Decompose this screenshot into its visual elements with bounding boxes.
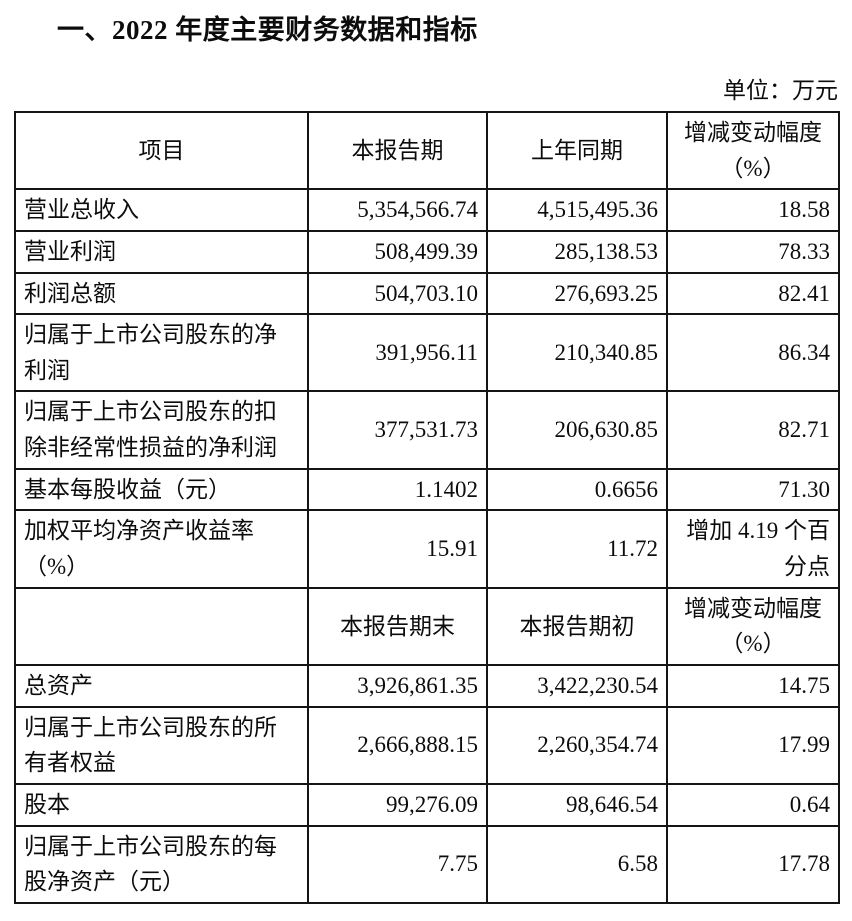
header-period-begin: 本报告期初 [486, 586, 668, 666]
footnote-line1: 注：截至2022年12月31日，公司股本总数为3,441,322,995股，上表… [14, 916, 838, 921]
table-row-operating-profit: 营业利润 508,499.39 285,138.53 78.33 [14, 229, 840, 274]
row-prior-value: 285,138.53 [486, 229, 668, 274]
table-header-period: 项目 本报告期 上年同期 增减变动幅度 （%） [14, 110, 840, 191]
row-prior-value: 3,422,230.54 [486, 663, 668, 708]
row-current-value: 1.1402 [307, 467, 488, 512]
table-row-share-capital: 股本 99,276.09 98,646.54 0.64 [14, 782, 840, 827]
row-change-value: 82.41 [666, 271, 840, 316]
row-item-label: 总资产 [14, 663, 309, 708]
table-row-total-profit: 利润总额 504,703.10 276,693.25 82.41 [14, 271, 840, 316]
row-item-label: 归属于上市公司股东的净利润 [14, 313, 309, 393]
row-prior-value: 206,630.85 [486, 390, 668, 470]
row-change-value: 82.71 [666, 390, 840, 470]
row-prior-value: 2,260,354.74 [486, 705, 668, 785]
section-title: 一、2022 年度主要财务数据和指标 [57, 15, 478, 45]
table-row-total-assets: 总资产 3,926,861.35 3,422,230.54 14.75 [14, 663, 840, 708]
row-current-value: 99,276.09 [307, 782, 488, 827]
header-period-end: 本报告期末 [307, 586, 488, 666]
table-row-net-profit-excl-nonrecurring: 归属于上市公司股东的扣除非经常性损益的净利润 377,531.73 206,63… [14, 390, 840, 470]
header-change-line1: 增减变动幅度 [684, 120, 822, 145]
row-item-label: 股本 [14, 782, 309, 827]
row-prior-value: 210,340.85 [486, 313, 668, 393]
row-change-value: 18.58 [666, 188, 840, 232]
row-item-label: 加权平均净资产收益率（%） [14, 509, 309, 589]
row-prior-value: 6.58 [486, 824, 668, 904]
row-change-value: 增加 4.19 个百分点 [666, 509, 840, 589]
row-current-value: 391,956.11 [307, 313, 488, 393]
footnote: 注：截至2022年12月31日，公司股本总数为3,441,322,995股，上表… [14, 916, 838, 921]
row-change-value: 0.64 [666, 782, 840, 827]
header-item-empty [14, 586, 309, 666]
header-change-line1: 增减变动幅度 [684, 595, 822, 621]
row-current-value: 377,531.73 [307, 390, 488, 470]
row-item-label: 归属于上市公司股东的扣除非经常性损益的净利润 [14, 390, 309, 470]
row-item-label: 营业总收入 [14, 188, 309, 232]
table-row-net-profit-attributable: 归属于上市公司股东的净利润 391,956.11 210,340.85 86.3… [14, 313, 840, 393]
header-prior-period: 上年同期 [486, 110, 668, 191]
unit-label: 单位：万元 [723, 78, 838, 103]
table-row-net-assets-per-share: 归属于上市公司股东的每股净资产（元） 7.75 6.58 17.78 [14, 824, 840, 904]
table-row-weighted-avg-roe: 加权平均净资产收益率（%） 15.91 11.72 增加 4.19 个百分点 [14, 509, 840, 589]
row-prior-value: 4,515,495.36 [486, 188, 668, 232]
row-prior-value: 0.6656 [486, 467, 668, 512]
row-change-value: 86.34 [666, 313, 840, 393]
row-change-value: 17.78 [666, 824, 840, 904]
row-current-value: 2,666,888.15 [307, 705, 488, 785]
row-item-label: 归属于上市公司股东的所有者权益 [14, 705, 309, 785]
table-row-total-revenue: 营业总收入 5,354,566.74 4,515,495.36 18.58 [14, 188, 840, 232]
table-header-balance: 本报告期末 本报告期初 增减变动幅度 （%） [14, 586, 840, 666]
financial-data-table: 项目 本报告期 上年同期 增减变动幅度 （%） 营业总收入 5,354,566.… [14, 110, 840, 904]
header-change-pct: 增减变动幅度 （%） [666, 586, 840, 666]
table-row-equity-attributable: 归属于上市公司股东的所有者权益 2,666,888.15 2,260,354.7… [14, 705, 840, 785]
header-change-line2: （%） [720, 155, 786, 181]
row-prior-value: 276,693.25 [486, 271, 668, 316]
row-current-value: 508,499.39 [307, 229, 488, 274]
header-change-pct: 增减变动幅度 （%） [666, 110, 840, 191]
row-current-value: 504,703.10 [307, 271, 488, 316]
row-change-value: 71.30 [666, 467, 840, 512]
row-change-value: 17.99 [666, 705, 840, 785]
header-change-line2: （%） [720, 631, 786, 657]
header-item: 项目 [14, 110, 309, 191]
table-row-basic-eps: 基本每股收益（元） 1.1402 0.6656 71.30 [14, 467, 840, 512]
row-item-label: 基本每股收益（元） [14, 467, 309, 512]
row-change-value: 14.75 [666, 663, 840, 708]
row-item-label: 利润总额 [14, 271, 309, 316]
row-item-label: 营业利润 [14, 229, 309, 274]
row-current-value: 15.91 [307, 509, 488, 589]
row-current-value: 5,354,566.74 [307, 188, 488, 232]
header-current-period: 本报告期 [307, 110, 488, 191]
row-prior-value: 98,646.54 [486, 782, 668, 827]
row-current-value: 7.75 [307, 824, 488, 904]
row-change-value: 78.33 [666, 229, 840, 274]
row-prior-value: 11.72 [486, 509, 668, 589]
row-item-label: 归属于上市公司股东的每股净资产（元） [14, 824, 309, 904]
row-current-value: 3,926,861.35 [307, 663, 488, 708]
